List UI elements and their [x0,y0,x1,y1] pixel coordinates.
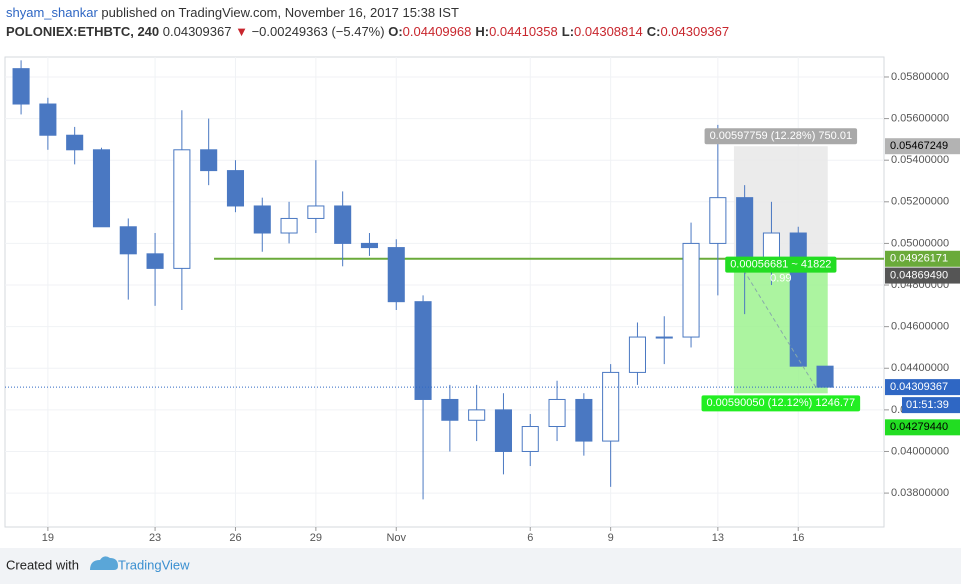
y-tick-label: 0.05200000 [891,196,949,208]
candle-body [548,398,566,428]
candle-body [334,205,352,244]
footer-bg [0,548,961,584]
published: published on TradingView.com, November 1… [101,5,459,20]
price-tag: 0.05467249 [890,140,948,152]
candle-body [92,149,111,228]
candle-body [468,409,486,421]
candle-body [789,232,807,367]
ohlc-label: C: [646,24,661,39]
ohlc-value: 0.04308814 [574,24,643,39]
ohlc: O:0.04409968 H:0.04410358 L:0.04308814 C:0.… [388,24,733,39]
price-tag-bg [885,250,960,267]
candle-body [307,205,325,219]
candle-body [628,336,646,373]
header: shyam_shankar published on TradingView.c… [6,3,733,41]
footer-brand[interactable]: TradingView [118,557,190,572]
target-label-text: 0.00590050 (12.12%) 1246.77 [707,397,856,409]
candle-body [655,336,673,339]
price-tag: 0.04279440 [890,421,948,433]
candle-body [521,426,539,452]
price-tag-bg [885,379,960,396]
candle-body [173,149,191,269]
x-tick-label: 29 [310,532,322,544]
candle-body [494,409,512,452]
candle-body [709,197,727,244]
x-tick-label: 9 [608,532,614,544]
target-label-bg [701,395,861,412]
position-path [743,270,817,388]
price-tag: 0.04869490 [890,269,948,281]
candle-body [816,365,834,388]
candle-body [119,226,137,255]
target-label: 0.00590050 (12.12%) 1246.77 [701,395,861,412]
y-tick-label: 0.05000000 [891,237,949,249]
plot-frame [4,56,885,528]
candle-body [12,68,30,105]
candle-body [280,217,298,234]
candle-body [226,170,245,207]
x-tick-label: 6 [527,532,533,544]
ohlc-label: H: [475,24,490,39]
price-tag-bg [885,138,960,155]
price-tag-bg [885,419,960,436]
stop-label-text: 0.00597759 (12.28%) 750.01 [710,130,853,142]
candle-body [200,149,218,172]
ohlc-label: L: [561,24,575,39]
entry-label-text: 0.00056681 ~ 41822 [730,258,831,270]
price-tag: 0.04309367 [890,381,948,393]
x-tick-label: 23 [149,532,161,544]
header-line-1: shyam_shankar published on TradingView.c… [6,3,733,22]
price-tag-bg [885,267,960,284]
candle-body [253,205,271,234]
ohlc-label: O: [388,24,403,39]
last: 0.04309367 [162,24,232,39]
y-tick-label: 0.05800000 [891,71,949,83]
ohlc-value: 0.04409968 [402,24,472,39]
ohlc-value: 0.04410358 [489,24,558,39]
price-tag: 0.04926171 [890,253,948,265]
header-line-2: POLONIEX:ETHBTC, 240 0.04309367 ▼ −0.002… [6,22,733,41]
candle-body [575,398,593,442]
stop-label: 0.00597759 (12.28%) 750.01 [704,128,858,145]
x-tick-label: 13 [712,532,724,544]
y-tick-label: 0.05600000 [891,112,949,124]
footer-text: Created with [6,557,79,572]
candle-body [39,103,57,136]
countdown-bg [902,397,960,414]
author[interactable]: shyam_shankar [6,5,98,20]
candle-body [602,371,620,442]
x-tick-label: 26 [229,532,241,544]
entry-label-bg [725,256,837,273]
candle-body [387,247,405,303]
y-tick-label: 0.05400000 [891,154,949,166]
candle-body [66,134,84,151]
candle-body [414,301,432,400]
target-zone [733,270,828,394]
y-tick-label: 0.04000000 [891,445,949,457]
candle-body [682,242,700,338]
candle-body [146,253,164,269]
entry-sub-label: 0.99 [770,272,791,284]
logo [90,556,118,570]
arrow: ▼ [235,24,248,39]
ohlc-value: 0.04309367 [660,24,730,39]
x-tick-label: Nov [386,532,406,544]
candle-body [360,242,379,249]
x-tick-label: 16 [792,532,804,544]
candle-body [441,398,459,421]
countdown: 01:51:39 [906,399,949,411]
y-tick-label: 0.04600000 [891,321,949,333]
entry-label: 0.00056681 ~ 41822 [725,256,837,273]
change: −0.00249363 (−5.47%) [251,24,385,39]
y-tick-label: 0.03800000 [891,487,949,499]
y-tick-label: 0.04400000 [891,362,949,374]
x-tick-label: 19 [42,532,54,544]
stop-label-bg [704,128,858,145]
symbol: POLONIEX:ETHBTC, 240 [6,24,160,39]
